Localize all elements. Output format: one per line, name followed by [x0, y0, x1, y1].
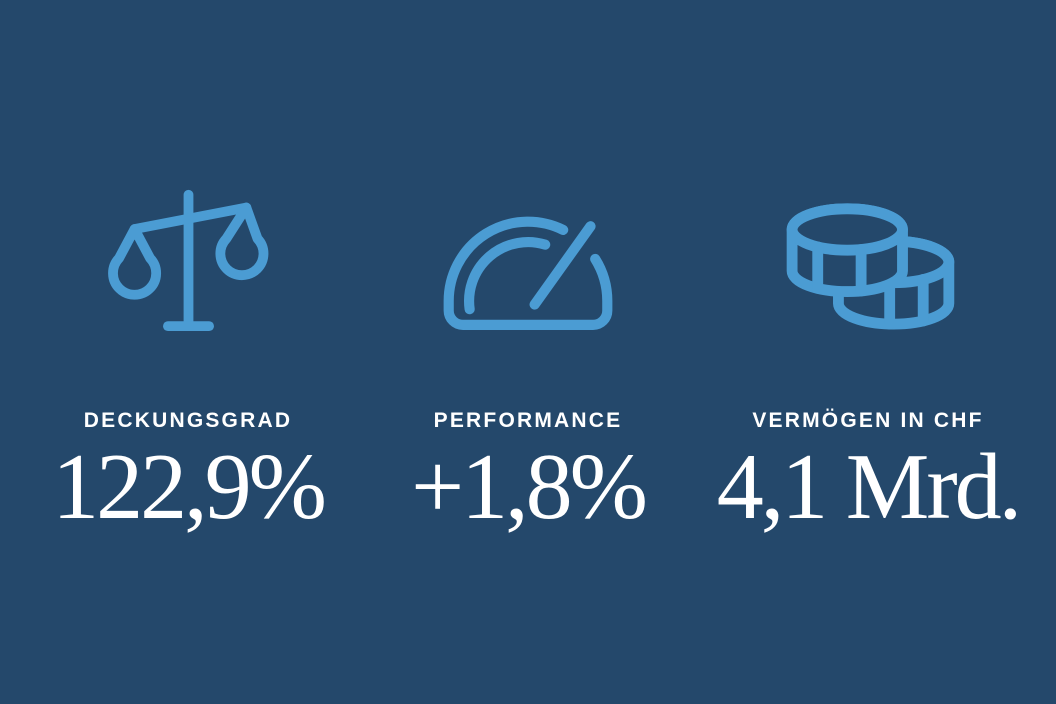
speedometer-icon [443, 216, 613, 330]
stat-performance: PERFORMANCE +1,8% [358, 175, 698, 534]
stat-value: +1,8% [411, 435, 648, 540]
coins-icon [786, 203, 955, 330]
stat-deckungsgrad: DECKUNGSGRAD 122,9% [18, 175, 358, 534]
stat-icon-box [105, 175, 272, 333]
stat-icon-box [441, 175, 615, 333]
stat-value: 4,1 Mrd. [716, 435, 1022, 540]
stat-label: PERFORMANCE [433, 409, 623, 432]
stat-label: VERMÖGEN IN CHF [752, 409, 984, 432]
balance-scale-icon [107, 189, 268, 332]
stat-label: DECKUNGSGRAD [83, 409, 293, 432]
stat-icon-box [779, 175, 957, 333]
stat-vermoegen: VERMÖGEN IN CHF 4,1 Mrd. [698, 175, 1038, 534]
stat-value: 122,9% [52, 435, 327, 540]
kpi-stats-row: DECKUNGSGRAD 122,9% PERFORMANCE +1,8% [0, 175, 1056, 534]
